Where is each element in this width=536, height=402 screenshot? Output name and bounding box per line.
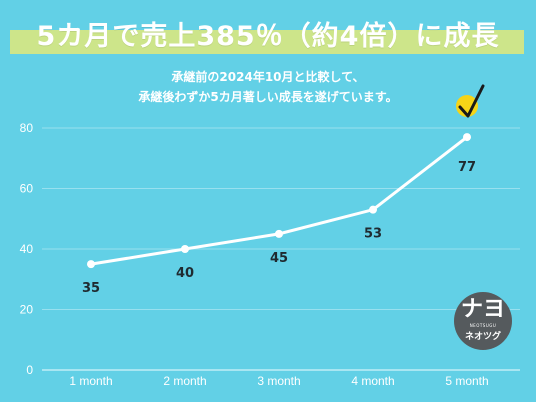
data-point xyxy=(463,133,471,142)
series-line xyxy=(90,135,468,266)
y-tick-label: 80 xyxy=(20,121,34,135)
data-point xyxy=(87,260,95,269)
x-tick-label: 3 month xyxy=(257,374,300,388)
checkmark-icon xyxy=(456,84,485,118)
data-label: 45 xyxy=(270,251,288,266)
logo-small-text: NEOTSUGU xyxy=(469,323,497,328)
title-highlight-band xyxy=(10,30,524,54)
x-tick-label: 4 month xyxy=(351,374,394,388)
data-point xyxy=(181,245,189,253)
data-label: 53 xyxy=(364,227,382,242)
logo-mark: ナヨ xyxy=(460,297,505,322)
subtitle-line-1: 承継前の2024年10月と比較して、 xyxy=(171,70,365,84)
y-tick-label: 0 xyxy=(26,363,33,377)
x-tick-label: 1 month xyxy=(69,374,112,388)
data-label: 40 xyxy=(176,266,194,281)
x-tick-label: 5 month xyxy=(445,374,488,388)
y-tick-label: 40 xyxy=(20,242,34,256)
data-point xyxy=(369,205,377,214)
neotsugu-logo: ナヨ NEOTSUGU ネオツグ xyxy=(454,292,512,350)
subtitle-line-2: 承継後わずか5カ月著しい成長を遂げています。 xyxy=(138,90,398,104)
logo-name: ネオツグ xyxy=(464,332,501,342)
data-label: 35 xyxy=(82,281,100,296)
x-tick-label: 2 month xyxy=(163,374,206,388)
page-title: 5カ月で売上385％（約4倍）に成長 xyxy=(36,21,500,52)
data-label: 77 xyxy=(458,160,476,175)
y-tick-label: 20 xyxy=(20,303,34,317)
data-point xyxy=(275,229,283,238)
y-tick-label: 60 xyxy=(20,182,34,196)
